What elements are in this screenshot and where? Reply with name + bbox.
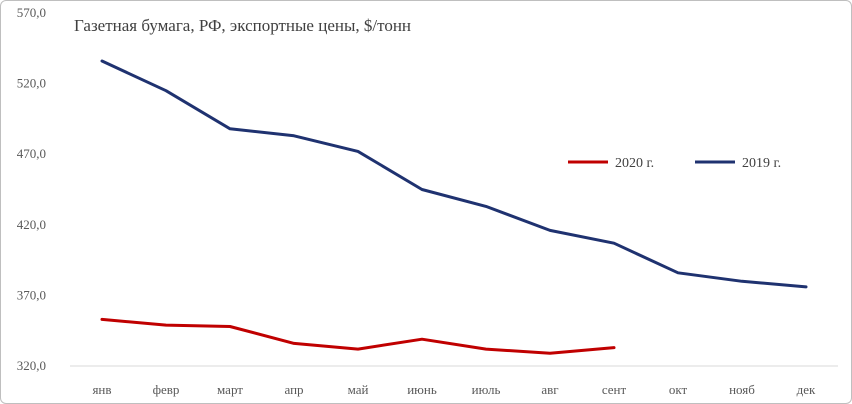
x-axis: янв февр март апр май июнь июль авг сент окт нояб д… bbox=[92, 382, 816, 397]
x-tick-label: нояб bbox=[729, 382, 755, 397]
y-tick-label: 570,0 bbox=[17, 5, 46, 20]
x-tick-label: сент bbox=[602, 382, 627, 397]
y-axis: 320,0 370,0 420,0 470,0 520,0 570,0 bbox=[17, 5, 46, 373]
x-tick-label: июль bbox=[472, 382, 501, 397]
x-tick-label: окт bbox=[669, 382, 688, 397]
x-tick-label: янв bbox=[92, 382, 111, 397]
y-tick-label: 320,0 bbox=[17, 358, 46, 373]
legend-label: 2019 г. bbox=[742, 156, 781, 171]
legend-label: 2020 г. bbox=[615, 156, 654, 171]
x-tick-label: авг bbox=[541, 382, 558, 397]
series-line-1 bbox=[100, 59, 808, 289]
y-tick-label: 470,0 bbox=[17, 146, 46, 161]
chart-title: Газетная бумага, РФ, экспортные цены, $/… bbox=[74, 16, 411, 35]
x-tick-label: дек bbox=[797, 382, 816, 397]
x-tick-label: март bbox=[217, 382, 243, 397]
x-tick-label: февр bbox=[153, 382, 180, 397]
y-tick-label: 420,0 bbox=[17, 217, 46, 232]
x-tick-label: июнь bbox=[407, 382, 437, 397]
y-tick-label: 520,0 bbox=[17, 76, 46, 91]
x-tick-label: май bbox=[348, 382, 369, 397]
series-group bbox=[100, 59, 808, 355]
x-tick-label: апр bbox=[284, 382, 303, 397]
legend: 2020 г. 2019 г. bbox=[568, 156, 781, 171]
y-tick-label: 370,0 bbox=[17, 287, 46, 302]
series-line-0 bbox=[100, 317, 616, 355]
